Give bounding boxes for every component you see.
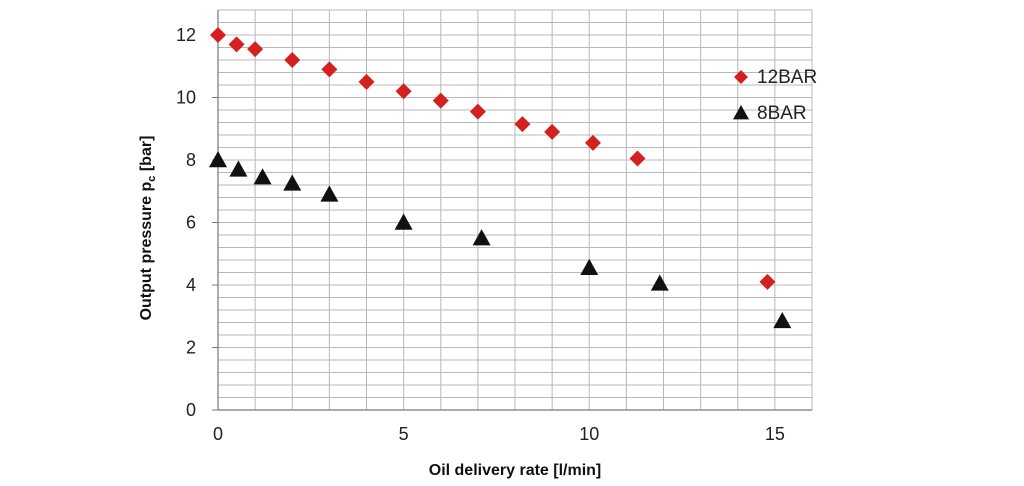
data-point-12bar [210,27,226,43]
tick-labels: 0 5 10 15 0 2 4 6 8 10 12 [176,25,785,444]
y-tick-label: 8 [186,150,196,170]
y-tick-label: 10 [176,88,196,108]
y-tick-label: 4 [186,275,196,295]
data-point-8bar [283,174,302,191]
x-tick-label: 10 [579,424,599,444]
data-point-8bar [209,151,227,168]
legend-marker-8bar [733,105,749,120]
data-point-12bar [321,61,338,78]
data-point-12bar [629,150,646,167]
data-point-12bar [395,83,412,100]
data-points [209,27,792,329]
gridlines [217,9,813,411]
data-point-8bar [580,258,599,276]
legend-label-8bar: 8BAR [757,103,807,124]
y-tick-label: 12 [176,25,196,45]
legend-marker-12bar [734,70,748,84]
x-tick-label: 0 [213,424,223,444]
data-point-8bar [472,229,491,246]
data-point-8bar [650,274,669,291]
y-tick-label: 2 [186,338,196,358]
y-axis-label: Output pressure pc [bar] [138,136,158,321]
data-point-12bar [358,73,375,90]
data-point-8bar [320,185,339,202]
y-tick-label: 0 [186,400,196,420]
data-point-8bar [773,311,792,329]
y-axis-label-subscript: c [146,176,158,182]
y-axis-label-main: Output pressure p [138,182,155,321]
data-point-8bar [394,213,413,230]
data-point-8bar [253,168,272,185]
data-point-8bar [229,160,248,177]
y-axis-label-unit: [bar] [138,136,155,176]
data-point-12bar [759,273,776,290]
legend-label-12bar: 12BAR [757,67,817,88]
x-tick-label: 5 [399,424,409,444]
legend: 12BAR 8BAR [733,67,817,124]
data-point-12bar [284,52,301,68]
data-point-12bar [514,116,531,133]
data-point-12bar [584,134,601,151]
x-axis-label: Oil delivery rate [l/min] [429,462,602,479]
data-point-12bar [469,103,486,120]
data-point-12bar [432,92,449,109]
data-point-12bar [228,36,245,53]
x-tick-label: 15 [765,424,785,444]
data-point-12bar [247,41,264,58]
data-point-12bar [544,123,561,140]
y-tick-label: 6 [186,213,196,233]
